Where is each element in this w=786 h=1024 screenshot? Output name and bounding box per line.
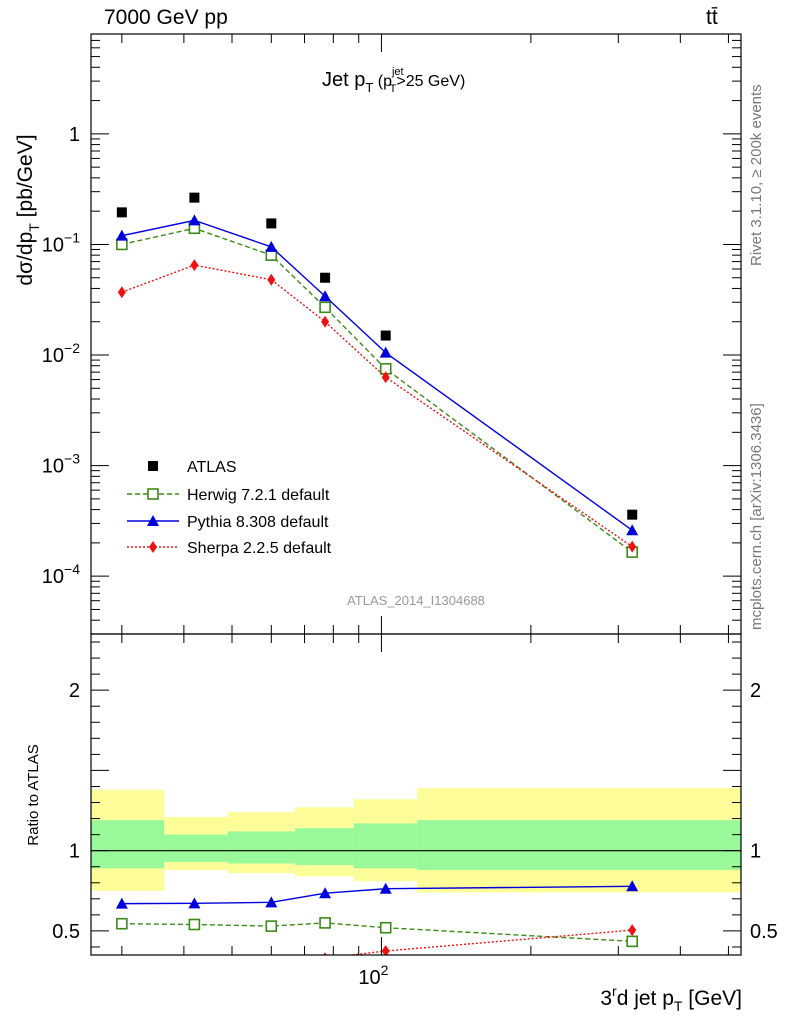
uncertainty-band-inner [164,834,228,862]
top-series-point-1 [115,229,128,241]
atlas-data-point [627,509,638,520]
legend-marker [148,461,158,471]
ratio-series-group [115,880,639,987]
top-series-line-2 [121,264,633,548]
legend-marker [149,541,157,553]
legend-label: Herwig 7.2.1 default [187,487,330,504]
ratio-series-point-0 [188,918,201,931]
top-series-point-1 [265,240,278,252]
ratio-series-point-1 [626,880,639,892]
bottom-ytick-label-right: 0.5 [750,921,778,943]
bottom-ytick-label-right: 1 [750,841,761,863]
atlas-data-point [189,192,200,203]
top-series-point-2 [117,286,126,299]
uncertainty-band-inner [295,828,354,866]
atlas-data-point [266,218,277,229]
top-series-line-0 [121,227,633,553]
top-ytick-label: 10−1 [42,229,80,256]
top-series-point-2 [381,371,390,384]
top-series-line-1 [121,219,633,531]
ratio-series-point-2 [190,966,198,978]
uncertainty-band-inner [353,823,418,869]
ratio-series-line-1 [121,885,633,905]
analysis-watermark: ATLAS_2014_I1304688 [347,593,485,608]
bottom-ytick-label-left: 2 [69,680,80,702]
cross-section-panel: 1 10−1 10−2 10−3 10−4 dσ/dpT [pb/GeV] Jet pT (… [14,33,742,635]
header-left: 7000 GeV pp [104,6,228,29]
bottom-ytick-label-left: 1 [69,841,80,863]
atlas-data-point [320,272,331,283]
bottom-ytick-label-left: 0.5 [52,921,80,943]
top-series-point-1 [188,214,201,226]
ratio-series-point-0 [379,921,392,934]
top-series-point-1 [379,346,392,358]
ratio-series-point-1 [265,896,278,908]
top-ytick-label: 10−3 [42,451,80,478]
legend-marker [147,488,159,500]
legend-label: Pythia 8.308 default [187,514,329,531]
atlas-data-point [116,207,127,218]
top-series-point-2 [321,315,330,328]
ratio-series-point-2 [381,944,390,955]
ratio-series-point-0 [319,917,331,929]
ratio-series-line-0 [121,922,633,943]
ratio-series-point-1 [115,897,128,909]
top-series-point-1 [626,524,639,536]
legend-label: ATLAS [187,459,237,476]
uncertainty-band-inner [417,820,741,870]
ratio-series-point-2 [118,975,126,987]
top-series-point-0 [319,301,331,314]
uncertainty-band-inner [91,820,165,869]
bottom-frame [90,633,742,956]
ratio-series-point-1 [379,882,392,894]
legend-marker [147,515,159,526]
top-ytick-label: 10−4 [42,561,80,588]
atlas-data-point [380,330,391,341]
bottom-ylabel: Ratio to ATLAS [25,744,42,845]
top-ytick-label: 1 [69,124,80,146]
ratio-series-point-0 [116,917,128,930]
ratio-series-point-2 [267,957,275,969]
ratio-series-point-2 [628,924,637,937]
uncertainty-band-inner [227,831,296,864]
top-title: Jet pT (pjet T>25 GeV) [322,66,465,95]
ratio-panel: 0.5 0.5 1 1 2 2 102 3rd jet pT [GeV] Ratio to AT… [25,633,778,1014]
top-series-point-1 [319,290,332,302]
top-series-point-2 [628,540,637,553]
xtick-label: 102 [358,962,388,989]
top-series-point-0 [116,238,128,251]
ratio-series-point-1 [319,887,332,899]
ratio-series-point-2 [323,952,327,955]
legend-label: Sherpa 2.2.5 default [187,540,332,557]
header-right: tt̄ [706,6,718,29]
top-series-point-2 [190,259,199,272]
top-series-point-2 [267,273,276,286]
ratio-series-point-0 [626,935,639,948]
top-ylabel: dσ/dpT [pb/GeV] [14,134,42,285]
top-ytick-label: 10−2 [42,340,80,367]
bottom-ytick-label-right: 2 [750,680,761,702]
ratio-series-point-1 [188,897,201,909]
bottom-xlabel: 3rd jet pT [GeV] [600,983,742,1014]
ratio-series-point-0 [265,920,278,932]
